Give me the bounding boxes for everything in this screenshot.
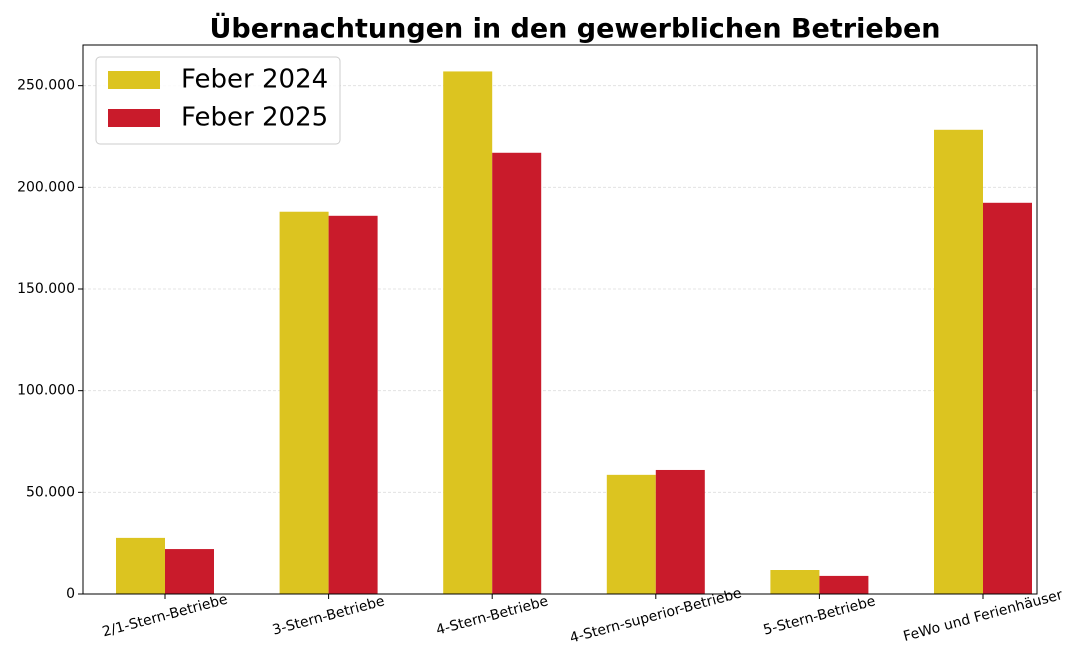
- bar: [606, 474, 656, 594]
- bar: [934, 129, 983, 595]
- legend-swatch: [108, 71, 160, 89]
- bar: [165, 549, 214, 594]
- x-tick-label: 3-Stern-Betriebe: [271, 593, 387, 638]
- bar: [770, 570, 820, 594]
- y-tick-label: 250.000: [17, 78, 75, 94]
- bar: [279, 211, 329, 594]
- legend-swatch: [108, 109, 160, 127]
- bar: [819, 575, 869, 594]
- x-tick-label: 4-Stern-Betriebe: [434, 593, 550, 638]
- bar: [328, 215, 378, 595]
- legend-label: Feber 2025: [181, 103, 328, 133]
- plot-frame: [82, 44, 1038, 595]
- bar: [443, 71, 493, 594]
- bar: [492, 152, 542, 594]
- y-tick-label: 100.000: [17, 383, 75, 399]
- bar: [116, 537, 165, 594]
- x-tick-label: 5-Stern-Betriebe: [762, 593, 878, 638]
- legend-label: Feber 2024: [181, 65, 328, 95]
- bar: [655, 469, 705, 594]
- chart-title: Übernachtungen in den gewerblichen Betri…: [209, 12, 940, 45]
- y-tick-label: 0: [66, 586, 75, 602]
- y-tick-label: 150.000: [17, 281, 75, 297]
- y-tick-label: 50.000: [26, 484, 75, 500]
- y-tick-label: 200.000: [17, 179, 75, 195]
- bar: [983, 202, 1032, 594]
